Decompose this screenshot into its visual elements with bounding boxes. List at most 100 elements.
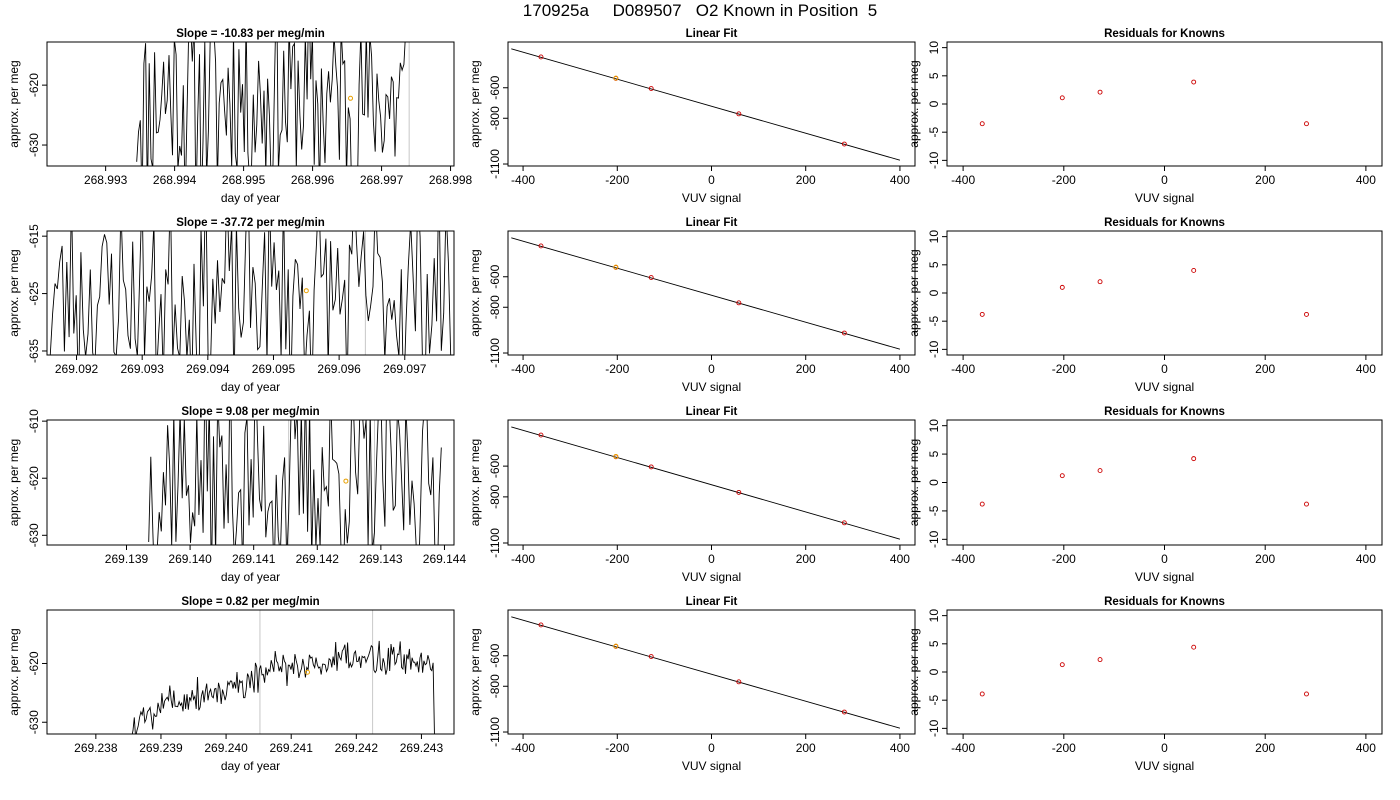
y-tick-label: 10 [927,419,941,433]
known-point [538,54,544,60]
x-tick-label: -400 [511,362,535,376]
y-tick-label: 5 [927,261,941,268]
highlight-point [613,75,619,81]
x-tick-label: 268.997 [360,173,404,187]
y-axis: -610 -620 -630 [27,409,47,547]
highlight-point [304,669,310,675]
plot-area [511,237,901,350]
x-axis-label: VUV signal [682,759,741,773]
plot-area [979,456,1309,507]
x-tick-label: 269.139 [105,552,149,566]
x-tick-label: 0 [708,362,715,376]
data-trace-line [49,231,452,355]
y-axis-label: approx. per meg [468,628,482,715]
x-axis: -400 -200 0 200 400 [511,734,910,755]
highlight-point [613,453,619,459]
panel-title: Residuals for Knowns [1104,596,1225,608]
x-tick-label: 269.239 [139,741,183,755]
y-tick-label: -630 [27,710,41,734]
known-point [1097,468,1103,474]
y-tick-label: -10 [927,340,941,358]
plot-area [979,644,1309,697]
highlight-point [613,264,619,270]
x-tick-label: -400 [511,552,535,566]
x-tick-label: 200 [1255,173,1275,187]
fit-line [511,616,901,729]
y-axis: 10 5 0 -5 -10 [927,230,947,358]
known-point [1191,644,1197,650]
y-axis: 10 5 0 -5 -10 [927,41,947,169]
y-tick-label: -5 [927,695,941,706]
x-tick-label: 0 [1161,362,1168,376]
known-point [1191,268,1197,273]
x-tick-label: 0 [1161,552,1168,566]
x-axis: 269.092 269.093 269.094 269.095 269.096 269.0… [55,355,427,376]
y-axis-label: approx. per meg [468,60,482,147]
x-tick-label: 400 [890,173,910,187]
known-point [841,520,847,526]
x-axis: -400 -200 0 200 400 [951,166,1376,187]
known-point [736,111,742,117]
x-axis: -400 -200 0 200 400 [511,166,910,187]
x-axis-label: VUV signal [682,570,741,584]
panel-title: Linear Fit [686,217,738,229]
y-tick-label: -1100 [488,149,502,179]
known-point [1097,279,1103,285]
panel-fit-row-2: -400 -200 0 200 400 -600 -800 -1100 Linear Fit VU… [468,217,916,394]
plot-area [131,610,435,734]
y-tick-label: 5 [927,72,941,79]
x-tick-label: -400 [511,741,535,755]
panel-trace-row-2: 269.092 269.093 269.094 269.095 269.096 269.0… [7,217,455,394]
plot-frame [46,41,455,167]
x-tick-label: 200 [1255,552,1275,566]
y-axis-label: approx. per meg [907,60,921,147]
panel-residual-row-3: -400 -200 0 200 400 10 5 0 -5 -10 Residuals for Kn… [907,406,1383,584]
known-point [538,622,544,628]
x-tick-label: 269.240 [204,741,248,755]
y-tick-label: -1100 [488,528,502,558]
known-point [648,86,654,91]
plot-frame [946,609,1383,735]
x-tick-label: 269.141 [232,552,276,566]
panel-title: Linear Fit [686,596,738,608]
panel-title: Residuals for Knowns [1104,28,1225,40]
y-tick-label: -620 [27,466,41,490]
plot-area [148,420,442,545]
y-tick-label: -615 [27,224,41,248]
data-trace-line [131,640,435,734]
x-axis-label: VUV signal [1135,191,1194,205]
x-tick-label: -400 [951,173,975,187]
known-point [538,243,544,249]
x-tick-label: 269.243 [400,741,444,755]
y-axis: -600 -800 -1100 [488,264,508,368]
known-point [1191,456,1197,462]
known-point [841,709,847,715]
y-axis-label: approx. per meg [7,439,21,526]
x-tick-label: 400 [1356,362,1376,376]
x-tick-label: 0 [1161,173,1168,187]
x-tick-label: 269.242 [335,741,379,755]
x-tick-label: 269.096 [317,362,361,376]
y-tick-label: -620 [27,651,41,675]
x-axis: -400 -200 0 200 400 [511,545,910,566]
x-tick-label: 400 [890,552,910,566]
fit-line [511,426,901,540]
y-tick-label: 0 [927,100,941,107]
plot-frame [46,609,455,735]
known-point [1097,657,1103,663]
panel-title: Slope = 9.08 per meg/min [181,406,319,418]
y-tick-label: -635 [27,339,41,363]
plot-area [49,231,452,355]
x-tick-label: 200 [1255,362,1275,376]
y-tick-label: 0 [927,668,941,675]
y-axis: -620 -630 [27,651,47,734]
y-tick-label: -5 [927,316,941,327]
x-tick-label: 400 [890,362,910,376]
y-tick-label: -10 [927,530,941,548]
y-tick-label: -800 [488,674,502,698]
x-tick-label: 269.094 [186,362,230,376]
y-axis-label: approx. per meg [907,439,921,526]
y-tick-label: -10 [927,151,941,169]
known-point [648,464,654,470]
known-point [648,654,654,659]
